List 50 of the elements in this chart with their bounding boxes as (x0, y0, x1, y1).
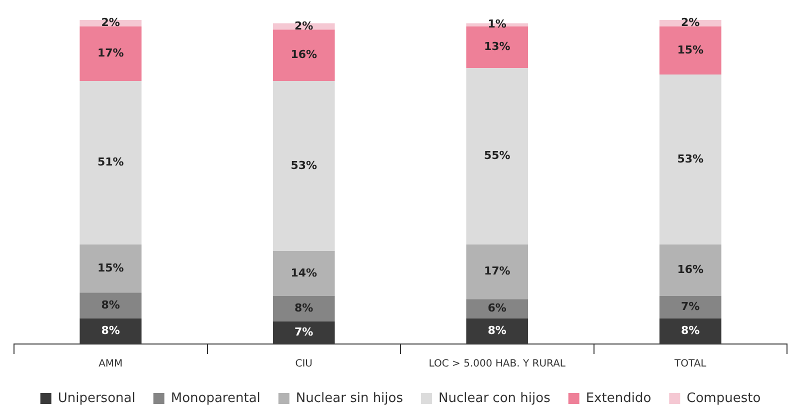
data-label: 7% (681, 300, 700, 313)
data-label: 14% (290, 266, 318, 280)
data-label: 15% (677, 43, 704, 56)
data-label: 2% (101, 16, 120, 30)
data-label: 15% (97, 261, 124, 274)
x-tick-label: LOC > 5.000 HAB. Y RURAL (428, 358, 566, 370)
data-label: 8% (681, 324, 700, 338)
data-label: 7% (294, 326, 314, 339)
bar (80, 292, 142, 318)
bar (272, 80, 335, 251)
data-label: 53% (677, 152, 704, 166)
data-label: 16% (677, 263, 704, 276)
bar (466, 26, 528, 68)
bar (80, 26, 142, 81)
bar (659, 26, 722, 75)
data-label: 1% (488, 18, 506, 31)
data-label: 6% (488, 302, 506, 315)
legend-label: Extendido (586, 390, 652, 406)
x-tick-label: TOTAL (674, 358, 707, 370)
legend-label: Nuclear con hijos (438, 390, 551, 406)
bar (272, 250, 335, 296)
legend-label: Nuclear sin hijos (296, 390, 404, 406)
data-label: 13% (484, 40, 510, 54)
bar (659, 74, 722, 245)
legend-label: Unipersonal (58, 390, 136, 406)
data-label: 8% (294, 302, 314, 315)
data-label: 16% (290, 48, 318, 62)
bar (80, 244, 142, 293)
x-tick-label: CIU (295, 358, 313, 370)
bar (466, 299, 528, 318)
bar (659, 244, 722, 296)
data-label: 8% (488, 324, 506, 338)
data-label: 55% (484, 149, 510, 162)
data-label: 2% (681, 16, 700, 30)
legend-label: Monoparental (170, 390, 260, 406)
bar (466, 244, 528, 300)
data-label: 2% (294, 19, 314, 32)
data-label: 53% (290, 158, 318, 172)
data-label: 51% (97, 156, 124, 169)
bar (272, 296, 335, 322)
data-label: 8% (101, 298, 120, 312)
data-label: 8% (101, 324, 120, 338)
data-label: 17% (484, 264, 510, 278)
bar (80, 80, 142, 245)
data-label: 17% (97, 46, 124, 60)
legend-label: Compuesto (686, 390, 761, 406)
x-tick-label: AMM (98, 358, 123, 370)
bar (466, 68, 528, 245)
bar (272, 30, 335, 81)
bar (659, 296, 722, 318)
